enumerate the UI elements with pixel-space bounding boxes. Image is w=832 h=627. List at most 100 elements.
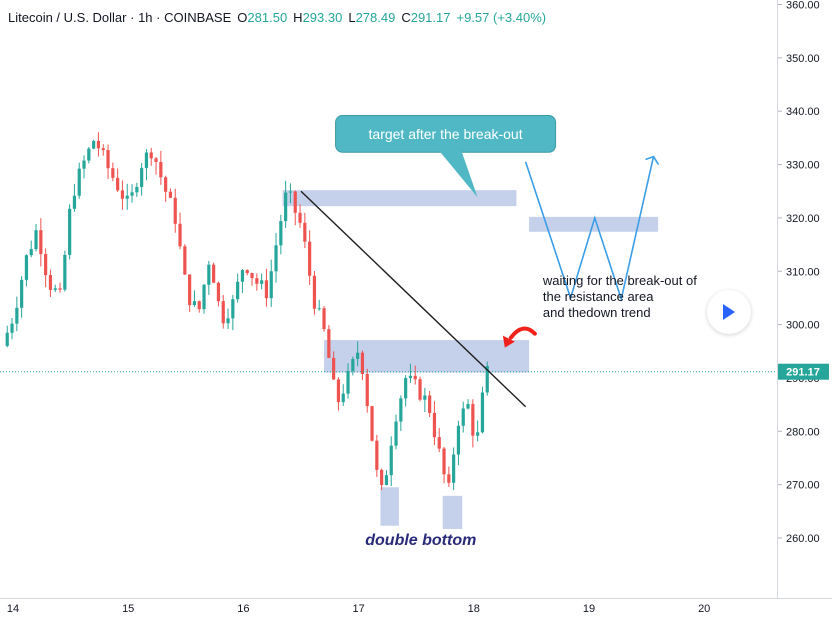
- candle-body: [221, 301, 225, 324]
- candle-body: [63, 254, 67, 290]
- price-tick-label: 300.00: [786, 320, 820, 332]
- time-tick-label: 18: [468, 603, 480, 615]
- candle-body: [125, 195, 129, 199]
- callout-text: target after the break-out: [369, 126, 523, 142]
- resistance-zone: [324, 340, 530, 373]
- high-key: H: [293, 10, 303, 25]
- exchange-label: COINBASE: [164, 10, 232, 25]
- candle-body: [279, 221, 283, 246]
- candle-body: [173, 197, 177, 224]
- candle-body: [269, 271, 273, 299]
- price-tick-label: 320.00: [786, 213, 820, 225]
- candle-body: [20, 279, 24, 308]
- candle-body: [168, 191, 173, 198]
- price-tick-label: 260.00: [786, 533, 820, 545]
- low-key: L: [348, 10, 356, 25]
- annotation-note-line: and thedown trend: [543, 305, 651, 320]
- candle-body: [327, 329, 331, 358]
- candle-body: [120, 190, 125, 199]
- candle-body: [461, 408, 465, 426]
- candle-body: [351, 358, 355, 371]
- candle-body: [82, 160, 86, 169]
- candle-body: [92, 140, 96, 149]
- annotation-note-line: waiting for the break-out of: [542, 273, 697, 288]
- candle-body: [375, 440, 379, 470]
- candle-body: [394, 421, 398, 446]
- candle-body: [231, 299, 235, 319]
- candle-body: [87, 148, 91, 161]
- candle-body: [356, 352, 360, 359]
- red-arrow: [508, 326, 537, 340]
- candle-body: [216, 282, 221, 302]
- downtrend-line[interactable]: [300, 190, 527, 408]
- interval-label[interactable]: 1h: [138, 10, 153, 25]
- price-tick-label: 360.00: [786, 0, 820, 12]
- price-tick-label: 330.00: [786, 160, 820, 172]
- candle-body: [29, 249, 33, 256]
- close-key: C: [401, 10, 411, 25]
- candle-body: [317, 308, 321, 310]
- candle-body: [365, 373, 369, 407]
- candle-body: [485, 365, 489, 393]
- candle-body: [149, 152, 153, 159]
- time-tick-label: 19: [583, 603, 595, 615]
- candle-body: [24, 255, 29, 280]
- candle-body: [260, 280, 264, 284]
- time-axis[interactable]: [0, 598, 832, 623]
- candle-body: [207, 264, 211, 285]
- candle-body: [399, 398, 403, 422]
- candle-body: [341, 393, 345, 403]
- candle-body: [336, 379, 341, 403]
- candle-body: [274, 245, 278, 272]
- candle-body: [360, 352, 365, 374]
- low-value: 278.49: [355, 10, 396, 25]
- candle-body: [236, 281, 240, 300]
- red-arrow-head: [502, 335, 515, 348]
- candle-body: [264, 280, 269, 299]
- price-tick-label: 350.00: [786, 53, 820, 65]
- candle-body: [39, 230, 43, 255]
- candle-body: [413, 375, 417, 380]
- last-price-label: 291.17: [786, 367, 820, 379]
- open-value: 281.50: [247, 10, 288, 25]
- last-price-marker[interactable]: [777, 363, 829, 380]
- candle-body: [404, 378, 408, 399]
- candle-body: [389, 445, 393, 476]
- candle-body: [68, 208, 72, 255]
- time-tick-label: 14: [7, 603, 19, 615]
- candle-body: [447, 474, 451, 483]
- candle-body: [250, 273, 254, 279]
- candle-body: [293, 191, 297, 213]
- candle-body: [288, 191, 293, 193]
- candle-body: [284, 192, 288, 222]
- price-tick-label: 280.00: [786, 426, 820, 438]
- candle-body: [96, 140, 101, 149]
- candle-body: [178, 223, 182, 247]
- time-tick-label: 20: [698, 603, 710, 615]
- candle-body: [240, 270, 245, 282]
- candle-body: [298, 212, 302, 223]
- symbol-name[interactable]: Litecoin / U.S. Dollar: [8, 10, 127, 25]
- candle-body: [5, 332, 9, 346]
- projection-path[interactable]: [524, 156, 655, 302]
- price-axis[interactable]: [777, 0, 832, 598]
- time-tick-label: 16: [237, 603, 249, 615]
- double-bottom-right-box: [442, 495, 463, 529]
- candle-body: [384, 475, 389, 485]
- candle-body: [322, 308, 326, 330]
- candle-body: [428, 395, 432, 413]
- candle-body: [15, 307, 19, 324]
- candle-body: [192, 301, 197, 306]
- time-tick-label: 15: [122, 603, 134, 615]
- candle-body: [130, 192, 134, 196]
- candle-body: [255, 278, 259, 284]
- candle-body: [452, 454, 456, 483]
- candle-body: [116, 177, 120, 191]
- candle-body: [226, 318, 230, 324]
- price-tick-label: 340.00: [786, 106, 820, 118]
- candle-body: [135, 186, 139, 193]
- play-button[interactable]: [707, 290, 751, 334]
- double-bottom-left-box: [380, 487, 399, 526]
- candle-body: [418, 379, 422, 400]
